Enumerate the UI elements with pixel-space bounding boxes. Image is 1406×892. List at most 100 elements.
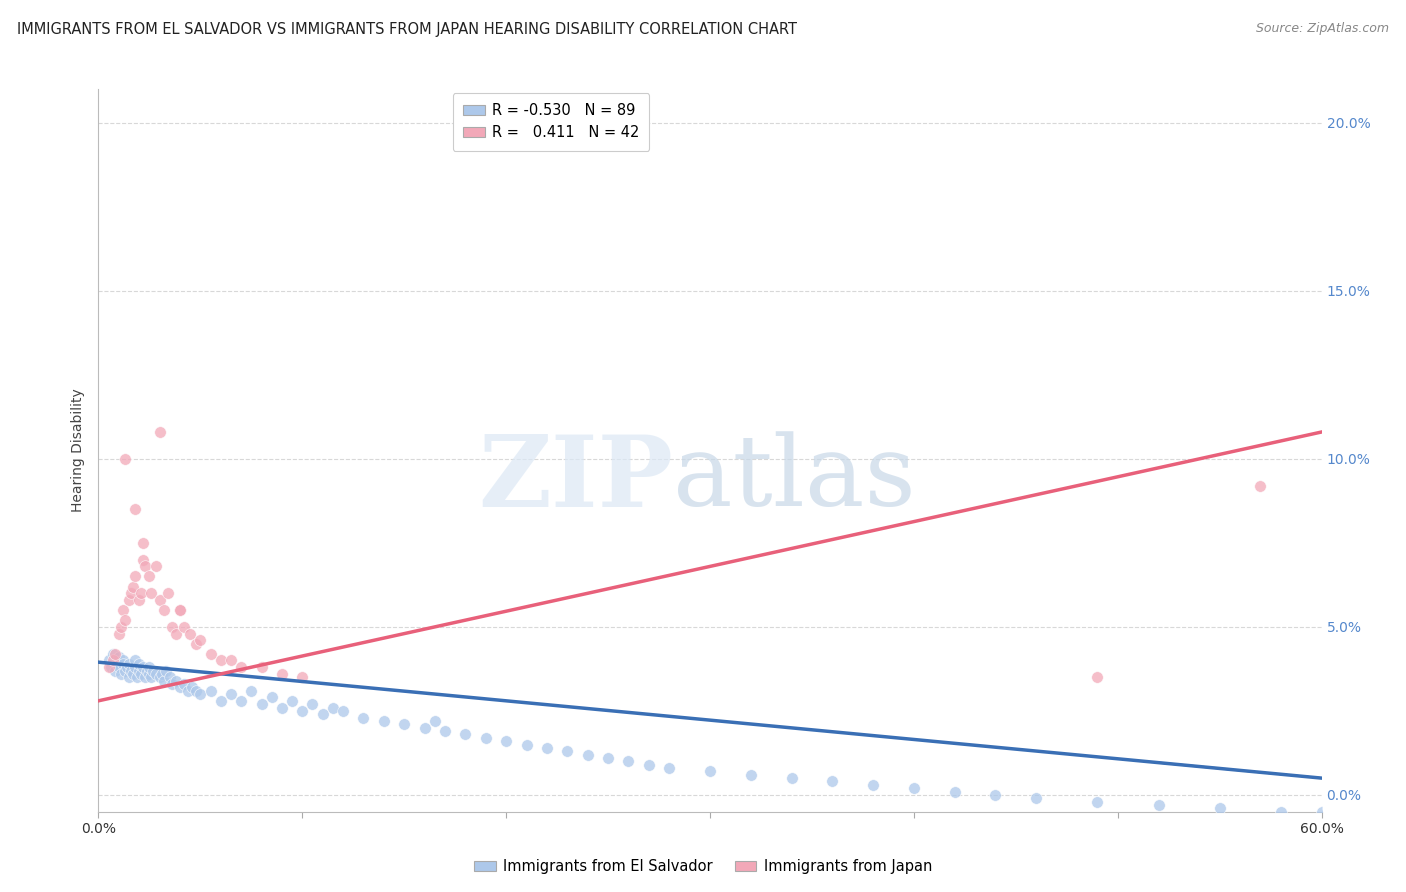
Point: [173, 620, 195, 634]
Point: [943, 784, 966, 798]
Point: [260, 690, 283, 705]
Point: [136, 664, 159, 678]
Point: [186, 637, 208, 651]
Point: [114, 451, 136, 466]
Point: [132, 536, 155, 550]
Point: [127, 670, 149, 684]
Point: [160, 620, 183, 634]
Point: [110, 667, 132, 681]
Point: [862, 778, 884, 792]
Point: [149, 670, 172, 684]
Point: [301, 697, 323, 711]
Point: [118, 670, 141, 684]
Point: [120, 586, 142, 600]
Point: [118, 657, 141, 671]
Point: [111, 603, 134, 617]
Point: [132, 660, 155, 674]
Point: [150, 667, 173, 681]
Point: [740, 768, 762, 782]
Point: [516, 738, 538, 752]
Point: [149, 425, 172, 439]
Point: [322, 700, 344, 714]
Point: [392, 717, 416, 731]
Point: [181, 681, 204, 695]
Point: [1310, 805, 1333, 819]
Point: [120, 664, 142, 678]
Point: [413, 721, 436, 735]
Point: [129, 667, 152, 681]
Point: [124, 660, 146, 674]
Point: [141, 586, 163, 600]
Point: [160, 677, 183, 691]
Point: [291, 704, 314, 718]
Point: [281, 694, 304, 708]
Point: [97, 660, 120, 674]
Point: [101, 653, 124, 667]
Point: [658, 761, 681, 775]
Point: [270, 700, 294, 714]
Point: [186, 683, 208, 698]
Point: [474, 731, 498, 745]
Legend: R = -0.530   N = 89, R =   0.411   N = 42: R = -0.530 N = 89, R = 0.411 N = 42: [453, 93, 650, 151]
Point: [132, 552, 155, 566]
Point: [536, 740, 558, 755]
Point: [219, 653, 242, 667]
Point: [598, 751, 620, 765]
Point: [128, 664, 150, 678]
Point: [104, 664, 127, 678]
Point: [219, 687, 242, 701]
Point: [454, 727, 477, 741]
Legend: Immigrants from El Salvador, Immigrants from Japan: Immigrants from El Salvador, Immigrants …: [468, 854, 938, 880]
Point: [1085, 795, 1108, 809]
Point: [141, 670, 163, 684]
Point: [209, 694, 232, 708]
Point: [495, 734, 517, 748]
Point: [138, 660, 160, 674]
Point: [156, 586, 179, 600]
Text: ZIP: ZIP: [478, 431, 673, 528]
Point: [111, 653, 134, 667]
Y-axis label: Hearing Disability: Hearing Disability: [72, 389, 86, 512]
Point: [142, 664, 165, 678]
Point: [138, 667, 160, 681]
Point: [152, 603, 174, 617]
Point: [169, 603, 191, 617]
Point: [373, 714, 395, 728]
Point: [1147, 797, 1170, 812]
Point: [1025, 791, 1047, 805]
Point: [110, 620, 132, 634]
Point: [231, 660, 253, 674]
Point: [617, 754, 640, 768]
Point: [108, 650, 131, 665]
Point: [250, 697, 273, 711]
Point: [984, 788, 1007, 802]
Point: [312, 707, 335, 722]
Point: [100, 660, 122, 674]
Point: [114, 664, 136, 678]
Point: [108, 660, 131, 674]
Point: [173, 677, 195, 691]
Point: [352, 711, 374, 725]
Point: [114, 613, 136, 627]
Point: [231, 694, 253, 708]
Point: [209, 653, 232, 667]
Point: [200, 647, 222, 661]
Point: [270, 667, 294, 681]
Point: [1316, 801, 1339, 815]
Point: [576, 747, 599, 762]
Point: [1270, 805, 1292, 819]
Point: [138, 569, 160, 583]
Text: atlas: atlas: [673, 432, 917, 527]
Point: [169, 681, 191, 695]
Point: [177, 683, 200, 698]
Point: [165, 626, 187, 640]
Point: [291, 670, 314, 684]
Point: [699, 764, 721, 779]
Point: [145, 559, 167, 574]
Point: [128, 657, 150, 671]
Point: [332, 704, 354, 718]
Point: [1085, 670, 1108, 684]
Point: [423, 714, 446, 728]
Point: [115, 660, 138, 674]
Point: [134, 559, 156, 574]
